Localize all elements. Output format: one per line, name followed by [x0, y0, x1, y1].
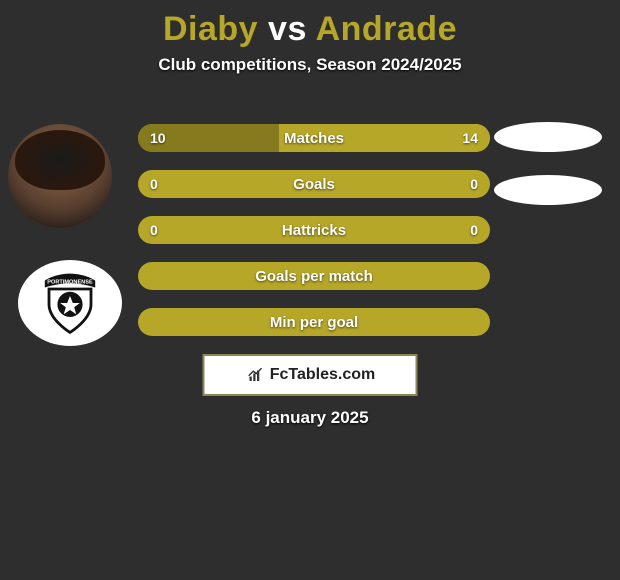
player-photo-diaby	[8, 124, 112, 228]
stat-label: Hattricks	[138, 216, 490, 244]
title-player2: Andrade	[316, 10, 457, 48]
title-player1: Diaby	[163, 10, 258, 48]
stat-label: Goals per match	[138, 262, 490, 290]
svg-text:PORTIMONENSE: PORTIMONENSE	[47, 279, 93, 285]
attribution-badge: FcTables.com	[203, 354, 418, 396]
club-crest-icon: PORTIMONENSE	[35, 268, 105, 338]
chart-icon	[245, 366, 267, 384]
stat-label: Matches	[138, 124, 490, 152]
club-logo-portimonense: PORTIMONENSE	[18, 260, 122, 346]
subtitle: Club competitions, Season 2024/2025	[0, 55, 620, 75]
stats-bars: 1014Matches 00Goals 00Hattricks Goals per m…	[138, 124, 490, 354]
club-logo-andrade-blank	[494, 175, 602, 205]
stat-bar: 00Hattricks	[138, 216, 490, 244]
stat-bar: 00Goals	[138, 170, 490, 198]
stat-label: Min per goal	[138, 308, 490, 336]
comparison-infographic: Diaby vs Andrade Club competitions, Seas…	[0, 0, 620, 580]
page-title: Diaby vs Andrade	[0, 0, 620, 49]
player-photo-andrade-blank	[494, 122, 602, 152]
attribution-text: FcTables.com	[270, 366, 376, 384]
date: 6 january 2025	[0, 408, 620, 428]
title-vs: vs	[268, 10, 307, 48]
stat-bar: 1014Matches	[138, 124, 490, 152]
stat-bar: Goals per match	[138, 262, 490, 290]
stat-label: Goals	[138, 170, 490, 198]
stat-bar: Min per goal	[138, 308, 490, 336]
